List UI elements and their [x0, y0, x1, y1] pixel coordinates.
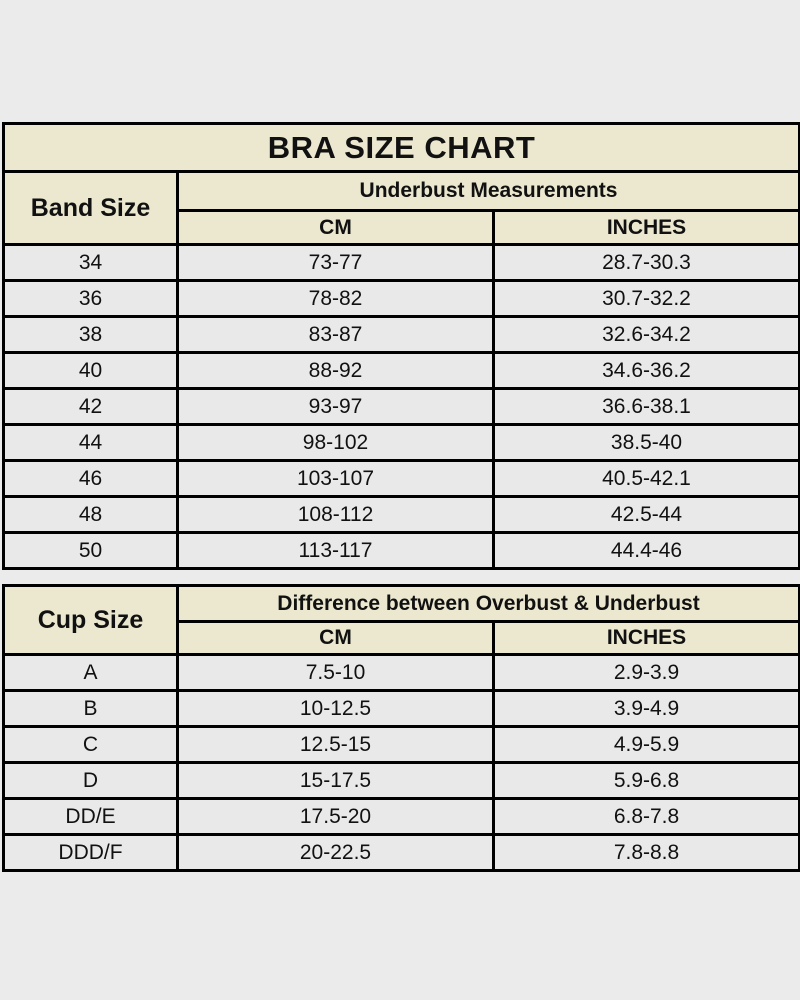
band-size-table: BRA SIZE CHART Band Size Underbust Measu…	[1, 122, 800, 570]
table-row: 38 83-87 32.6-34.2	[2, 315, 800, 354]
band-size-cell: 46	[2, 459, 179, 498]
size-chart-wrapper: BRA SIZE CHART Band Size Underbust Measu…	[1, 122, 800, 872]
cup-size-cell: DDD/F	[2, 833, 179, 872]
cm-cell: 15-17.5	[176, 761, 495, 800]
cup-size-cell: A	[2, 653, 179, 692]
sub-header-row: CM INCHES	[4, 620, 800, 656]
table-row: 44 98-102 38.5-40	[2, 423, 800, 462]
cup-size-header: Cup Size	[2, 584, 179, 656]
inches-cell: 36.6-38.1	[491, 387, 800, 426]
band-size-cell: 38	[2, 315, 179, 354]
table-row: 50 113-117 44.4-46	[2, 531, 800, 570]
inches-cell: 7.8-8.8	[491, 833, 800, 872]
underbust-measurements-header: Underbust Measurements	[175, 170, 800, 212]
cm-cell: 93-97	[176, 387, 495, 426]
table-row: 48 108-112 42.5-44	[2, 495, 800, 534]
inches-header: INCHES	[491, 209, 800, 246]
inches-cell: 32.6-34.2	[491, 315, 800, 354]
table-row: A 7.5-10 2.9-3.9	[2, 653, 800, 692]
cm-cell: 108-112	[176, 495, 495, 534]
cm-cell: 103-107	[176, 459, 495, 498]
band-size-cell: 44	[2, 423, 179, 462]
cm-cell: 83-87	[176, 315, 495, 354]
cm-cell: 20-22.5	[176, 833, 495, 872]
inches-cell: 40.5-42.1	[491, 459, 800, 498]
cm-cell: 98-102	[176, 423, 495, 462]
band-size-cell: 34	[2, 243, 179, 282]
band-size-cell: 36	[2, 279, 179, 318]
inches-header: INCHES	[491, 620, 800, 656]
cm-cell: 113-117	[176, 531, 495, 570]
cm-header: CM	[176, 209, 495, 246]
cm-cell: 7.5-10	[176, 653, 495, 692]
cm-cell: 73-77	[176, 243, 495, 282]
group-header-row: Band Size Underbust Measurements	[2, 170, 800, 246]
difference-header: Difference between Overbust & Underbust	[175, 584, 800, 623]
table-row: 36 78-82 30.7-32.2	[2, 279, 800, 318]
table-row: C 12.5-15 4.9-5.9	[2, 725, 800, 764]
cm-cell: 78-82	[176, 279, 495, 318]
table-row: D 15-17.5 5.9-6.8	[2, 761, 800, 800]
table-row: 34 73-77 28.7-30.3	[2, 243, 800, 282]
cm-cell: 12.5-15	[176, 725, 495, 764]
sub-header-row: CM INCHES	[4, 209, 800, 246]
table-row: 46 103-107 40.5-42.1	[2, 459, 800, 498]
table-row: DD/E 17.5-20 6.8-7.8	[2, 797, 800, 836]
cm-cell: 10-12.5	[176, 689, 495, 728]
group-header-row: Cup Size Difference between Overbust & U…	[2, 584, 800, 656]
title-row: BRA SIZE CHART	[1, 122, 800, 173]
inches-cell: 4.9-5.9	[491, 725, 800, 764]
band-size-header: Band Size	[2, 170, 179, 246]
inches-cell: 38.5-40	[491, 423, 800, 462]
cup-size-cell: C	[2, 725, 179, 764]
cm-cell: 17.5-20	[176, 797, 495, 836]
cup-size-cell: B	[2, 689, 179, 728]
band-size-cell: 50	[2, 531, 179, 570]
band-size-cell: 48	[2, 495, 179, 534]
inches-cell: 28.7-30.3	[491, 243, 800, 282]
table-row: 40 88-92 34.6-36.2	[2, 351, 800, 390]
band-size-cell: 42	[2, 387, 179, 426]
inches-cell: 30.7-32.2	[491, 279, 800, 318]
cup-size-cell: D	[2, 761, 179, 800]
table-row: B 10-12.5 3.9-4.9	[2, 689, 800, 728]
table-row: 42 93-97 36.6-38.1	[2, 387, 800, 426]
inches-cell: 44.4-46	[491, 531, 800, 570]
inches-cell: 6.8-7.8	[491, 797, 800, 836]
inches-cell: 2.9-3.9	[491, 653, 800, 692]
cm-header: CM	[176, 620, 495, 656]
inches-cell: 42.5-44	[491, 495, 800, 534]
band-size-cell: 40	[2, 351, 179, 390]
inches-cell: 5.9-6.8	[491, 761, 800, 800]
inches-cell: 34.6-36.2	[491, 351, 800, 390]
chart-title: BRA SIZE CHART	[1, 122, 800, 173]
inches-cell: 3.9-4.9	[491, 689, 800, 728]
cm-cell: 88-92	[176, 351, 495, 390]
cup-size-cell: DD/E	[2, 797, 179, 836]
table-row: DDD/F 20-22.5 7.8-8.8	[2, 833, 800, 872]
cup-size-table: Cup Size Difference between Overbust & U…	[2, 584, 800, 872]
